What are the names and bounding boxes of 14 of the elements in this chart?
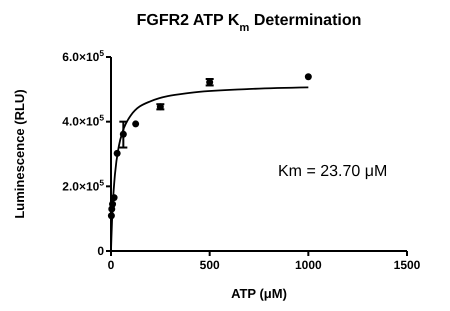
y-tick-label: 0 <box>97 244 104 258</box>
chart-title: FGFR2 ATP K$_{m}$ Determination <box>136 12 362 34</box>
y-axis-title: Luminescence (RLU) <box>12 89 27 219</box>
x-axis-title: ATP (μM) <box>231 286 287 301</box>
annotation: Km = 23.70 μM <box>278 163 388 180</box>
y-tick-label: 4.0×10$^{5}$ <box>62 112 104 129</box>
x-tick-label: 0 <box>108 258 115 272</box>
y-tick-label: 2.0×10$^{5}$ <box>62 177 104 194</box>
point <box>132 120 140 128</box>
x-tick-label: 500 <box>200 258 220 272</box>
point <box>304 73 312 80</box>
x-tick-label: 1000 <box>294 258 322 272</box>
x-tick-label: 1500 <box>394 258 421 272</box>
y-tick-label: 6.0×10$^{5}$ <box>62 48 104 64</box>
